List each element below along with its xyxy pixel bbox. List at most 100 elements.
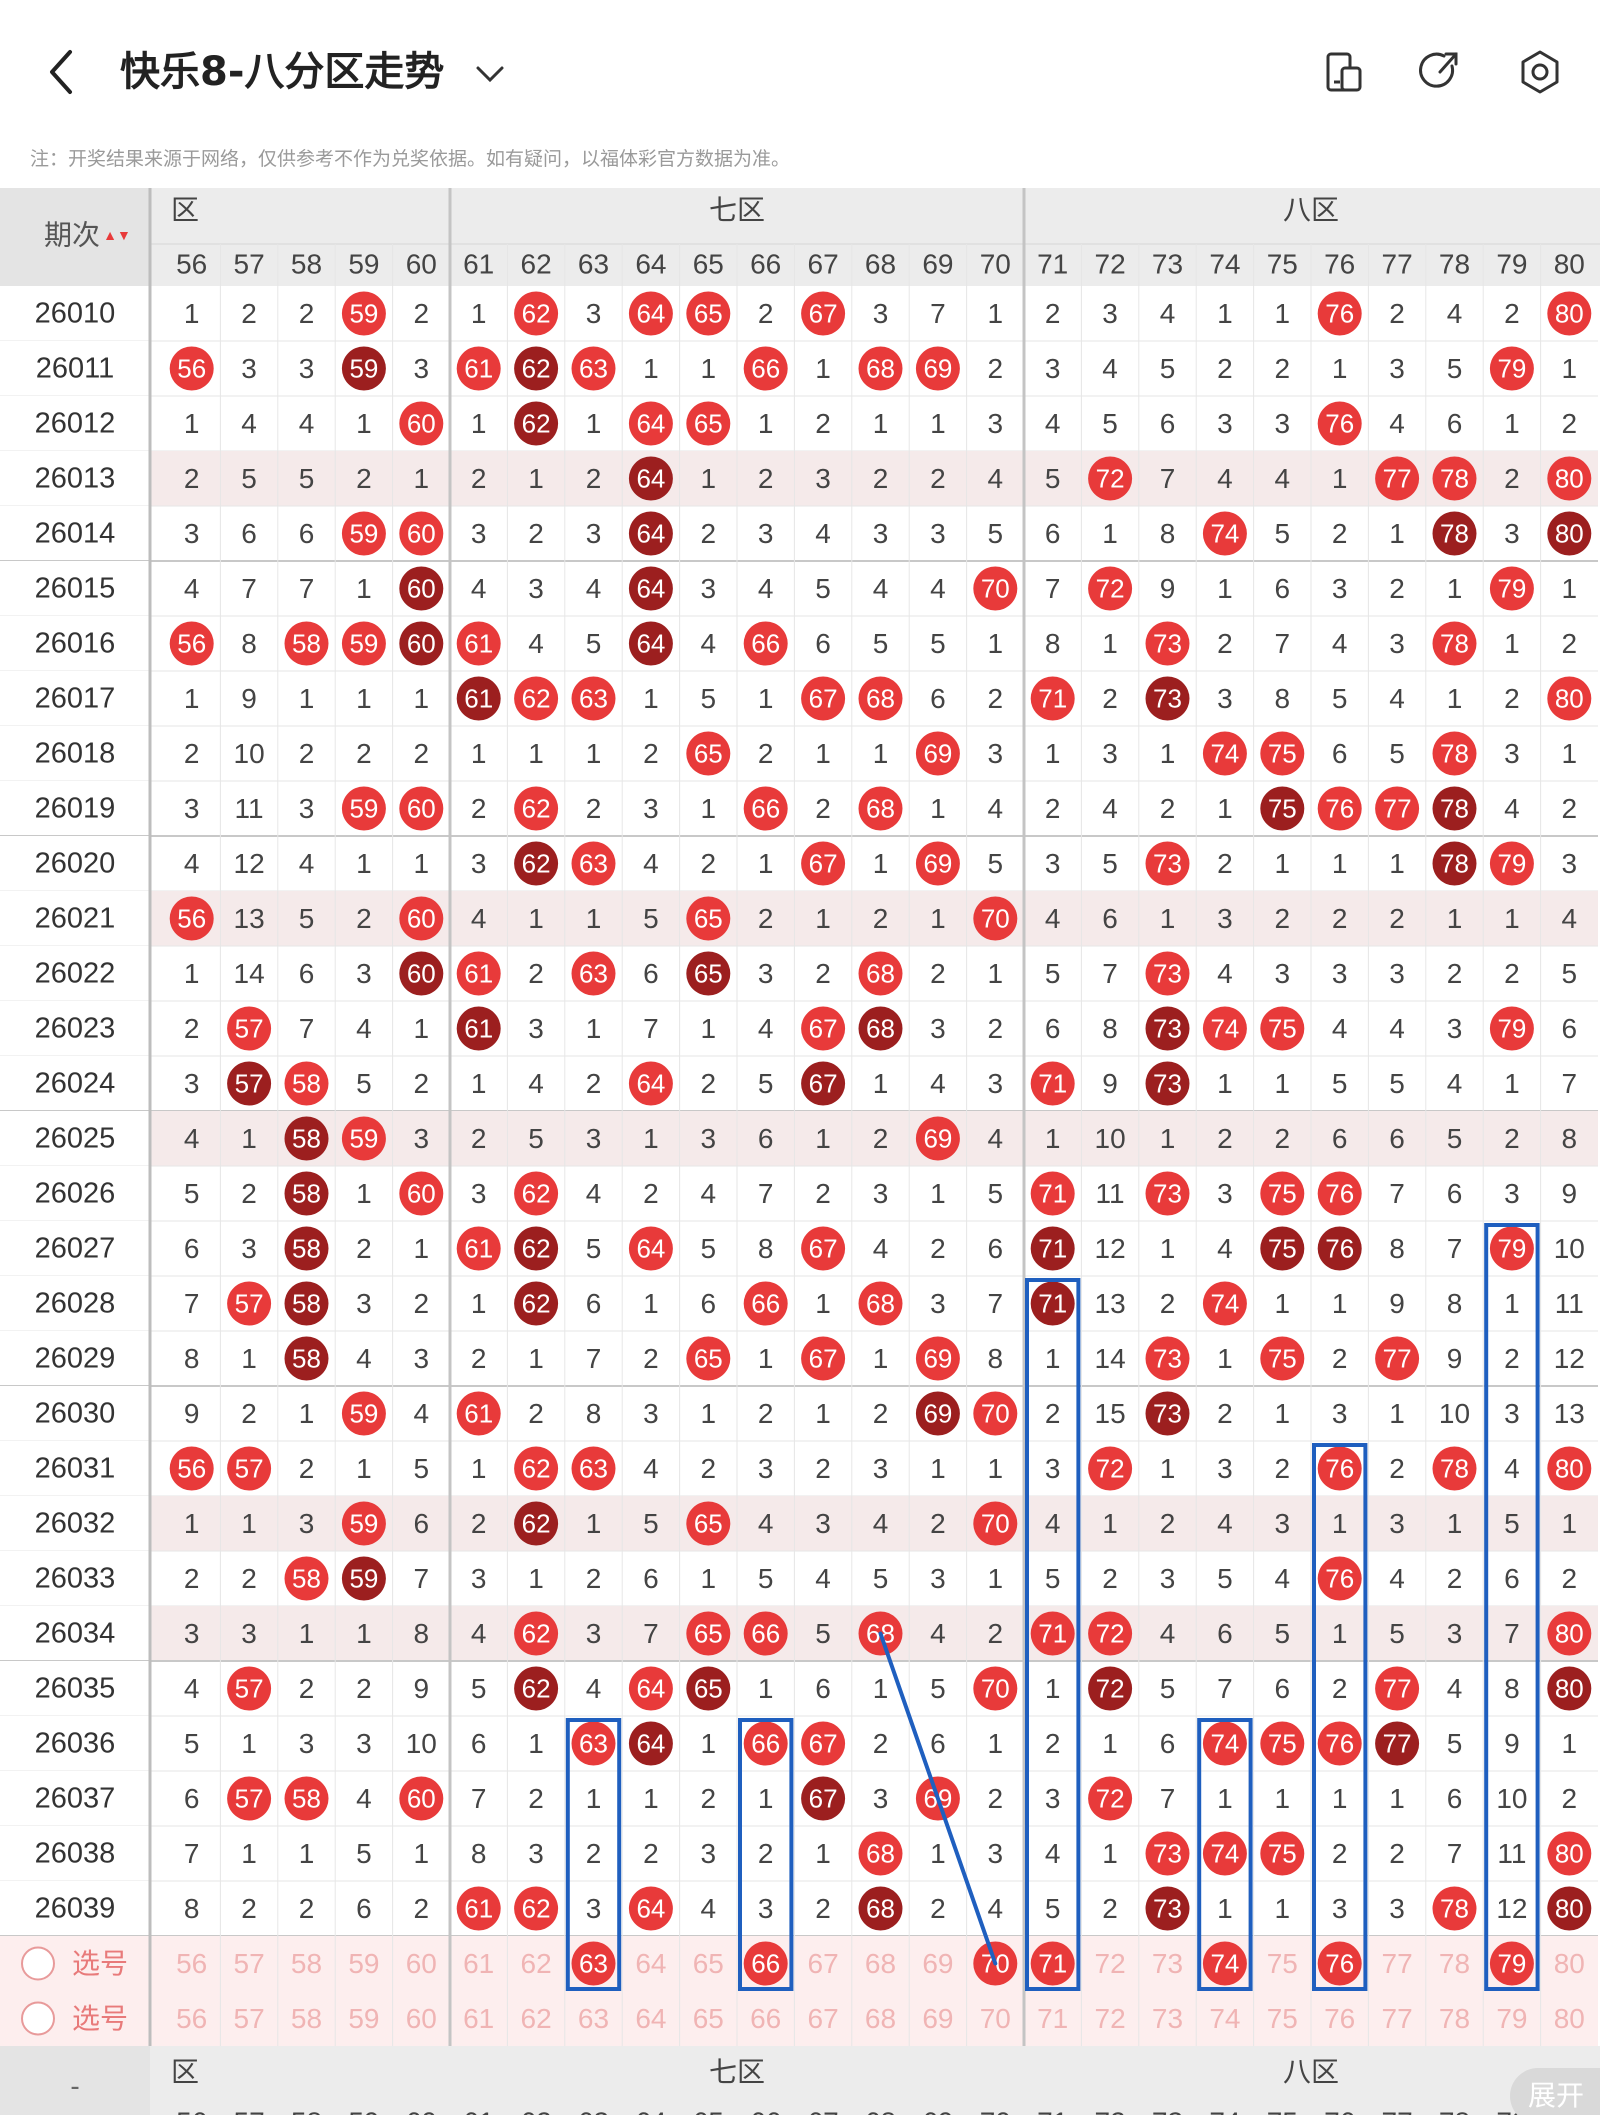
drawn-ball[interactable] (801, 1776, 846, 1821)
selectable-number[interactable]: 78 (1439, 2003, 1470, 2034)
drawn-ball[interactable] (399, 566, 444, 611)
drawn-ball[interactable] (1260, 786, 1305, 831)
drawn-ball[interactable] (628, 621, 673, 666)
settings-icon[interactable] (1512, 44, 1568, 100)
drawn-ball[interactable] (514, 786, 559, 831)
drawn-ball[interactable] (1145, 1336, 1190, 1381)
selectable-number[interactable]: 80 (1554, 1948, 1585, 1979)
drawn-ball[interactable] (858, 1831, 903, 1876)
drawn-ball[interactable] (1432, 731, 1477, 776)
drawn-ball[interactable] (456, 1886, 501, 1931)
drawn-ball[interactable] (1145, 1391, 1190, 1436)
selectable-number[interactable]: 64 (635, 1948, 666, 1979)
drawn-ball[interactable] (858, 346, 903, 391)
drawn-ball[interactable] (1317, 786, 1362, 831)
selectable-number[interactable]: 61 (463, 2003, 494, 2034)
selectable-number[interactable]: 56 (176, 2003, 207, 2034)
selectable-number[interactable]: 58 (291, 2003, 322, 2034)
drawn-ball[interactable] (801, 841, 846, 886)
selectable-number[interactable]: 75 (1267, 2003, 1298, 2034)
drawn-ball[interactable] (1202, 511, 1247, 556)
drawn-ball[interactable] (1145, 1006, 1190, 1051)
share-icon[interactable] (1412, 44, 1468, 100)
drawn-ball[interactable] (571, 676, 616, 721)
selectable-number[interactable]: 72 (1095, 1948, 1126, 1979)
selectable-number[interactable]: 67 (808, 2003, 839, 2034)
drawn-ball[interactable] (1202, 1831, 1247, 1876)
drawn-ball[interactable] (227, 1006, 272, 1051)
drawn-ball[interactable] (1145, 951, 1190, 996)
drawn-ball[interactable] (227, 1666, 272, 1711)
drawn-ball[interactable] (1317, 291, 1362, 336)
drawn-ball[interactable] (1030, 1226, 1075, 1271)
drawn-ball[interactable] (456, 951, 501, 996)
drawn-ball[interactable] (1375, 1666, 1420, 1711)
drawn-ball[interactable] (1547, 291, 1592, 336)
drawn-ball[interactable] (514, 676, 559, 721)
drawn-ball[interactable] (743, 1611, 788, 1656)
drawn-ball[interactable] (858, 1886, 903, 1931)
drawn-ball[interactable] (686, 1666, 731, 1711)
back-arrow-icon[interactable] (40, 44, 84, 100)
drawn-ball[interactable] (1088, 456, 1133, 501)
drawn-ball[interactable] (1317, 1721, 1362, 1766)
drawn-ball[interactable] (1260, 1226, 1305, 1271)
drawn-ball[interactable] (341, 291, 386, 336)
selected-ball[interactable] (571, 1941, 616, 1986)
drawn-ball[interactable] (801, 1006, 846, 1051)
drawn-ball[interactable] (915, 731, 960, 776)
drawn-ball[interactable] (284, 1171, 329, 1216)
drawn-ball[interactable] (1317, 1556, 1362, 1601)
page-title[interactable]: 快乐8-八分区走势 (120, 49, 445, 95)
selected-ball[interactable] (1317, 1941, 1362, 1986)
selectable-number[interactable]: 56 (176, 1948, 207, 1979)
drawn-ball[interactable] (514, 1281, 559, 1326)
drawn-ball[interactable] (858, 786, 903, 831)
drawn-ball[interactable] (1260, 1721, 1305, 1766)
drawn-ball[interactable] (1030, 1061, 1075, 1106)
drawn-ball[interactable] (456, 1226, 501, 1271)
drawn-ball[interactable] (1260, 1336, 1305, 1381)
drawn-ball[interactable] (1145, 1831, 1190, 1876)
selectable-number[interactable]: 68 (865, 2003, 896, 2034)
drawn-ball[interactable] (514, 1611, 559, 1656)
drawn-ball[interactable] (1145, 1061, 1190, 1106)
drawn-ball[interactable] (973, 1391, 1018, 1436)
drawn-ball[interactable] (1088, 566, 1133, 611)
drawn-ball[interactable] (743, 621, 788, 666)
drawn-ball[interactable] (399, 511, 444, 556)
drawn-ball[interactable] (571, 1446, 616, 1491)
drawn-ball[interactable] (514, 1501, 559, 1546)
drawn-ball[interactable] (169, 896, 214, 941)
drawn-ball[interactable] (1489, 566, 1534, 611)
drawn-ball[interactable] (284, 1116, 329, 1161)
drawn-ball[interactable] (399, 401, 444, 446)
drawn-ball[interactable] (341, 786, 386, 831)
drawn-ball[interactable] (1202, 1006, 1247, 1051)
drawn-ball[interactable] (1547, 1611, 1592, 1656)
drawn-ball[interactable] (227, 1446, 272, 1491)
drawn-ball[interactable] (743, 786, 788, 831)
drawn-ball[interactable] (1547, 1666, 1592, 1711)
drawn-ball[interactable] (1547, 511, 1592, 556)
drawn-ball[interactable] (801, 1336, 846, 1381)
drawn-ball[interactable] (628, 511, 673, 556)
drawn-ball[interactable] (514, 841, 559, 886)
drawn-ball[interactable] (973, 1501, 1018, 1546)
drawn-ball[interactable] (801, 1061, 846, 1106)
drawn-ball[interactable] (628, 456, 673, 501)
drawn-ball[interactable] (915, 346, 960, 391)
drawn-ball[interactable] (284, 1336, 329, 1381)
selectable-number[interactable]: 70 (980, 2003, 1011, 2034)
selectable-number[interactable]: 59 (348, 2003, 379, 2034)
drawn-ball[interactable] (284, 1556, 329, 1601)
drawn-ball[interactable] (1547, 676, 1592, 721)
drawn-ball[interactable] (341, 1556, 386, 1601)
drawn-ball[interactable] (628, 1061, 673, 1106)
drawn-ball[interactable] (169, 621, 214, 666)
drawn-ball[interactable] (686, 401, 731, 446)
drawn-ball[interactable] (399, 1171, 444, 1216)
selectable-number[interactable]: 66 (750, 2003, 781, 2034)
selectable-number[interactable]: 61 (463, 1948, 494, 1979)
drawn-ball[interactable] (514, 401, 559, 446)
